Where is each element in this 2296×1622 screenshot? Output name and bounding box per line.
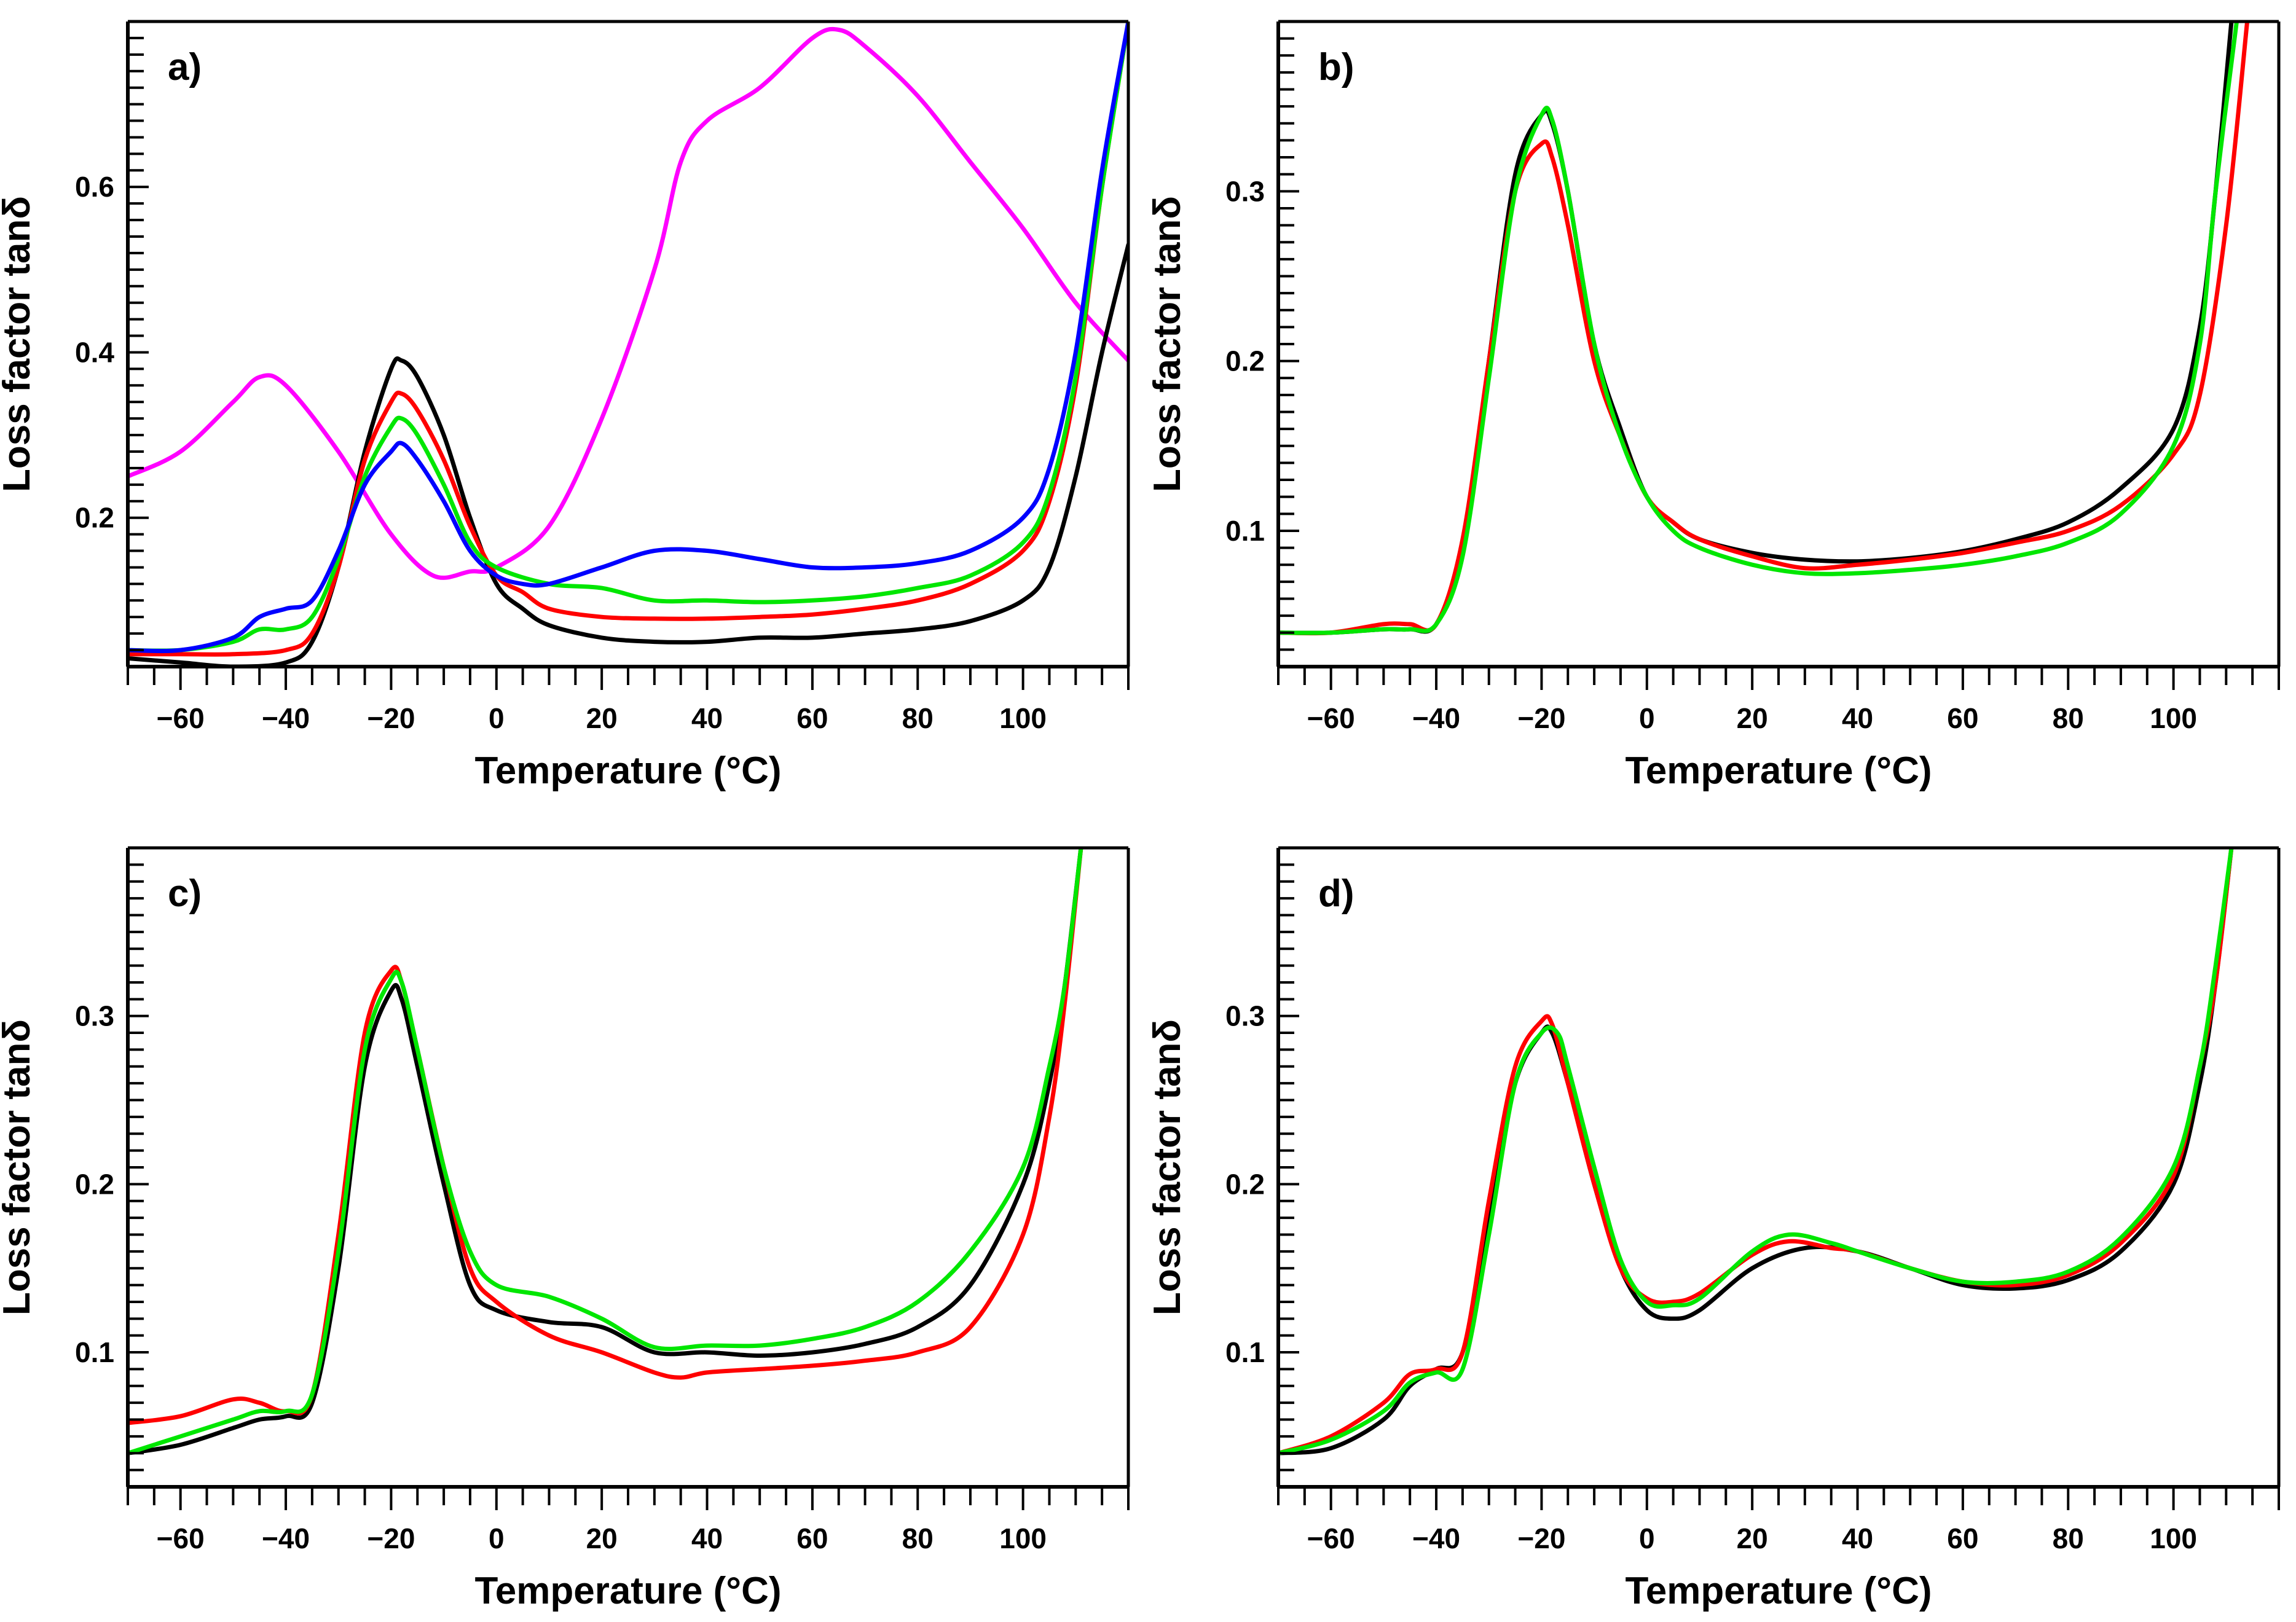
series-line-black [1278, 22, 2234, 635]
x-tick-label: 20 [586, 1522, 618, 1554]
x-tick-label: −60 [1307, 702, 1355, 734]
series-line-black [128, 848, 1083, 1455]
panel-a: −60 −40 −20 0 20 40 60 80 100 0.2 0.4 0.6 Temperatur… [0, 20, 1130, 792]
x-tick-label: 20 [586, 702, 618, 734]
panel-label: c) [168, 872, 202, 915]
x-tick-label: −60 [1307, 1522, 1355, 1554]
series-line-black [128, 243, 1128, 667]
panel-c: −60 −40 −20 0 20 40 60 80 100 0.1 0.2 0.3 Temperatur… [0, 846, 1130, 1612]
panel-label: d) [1318, 872, 1354, 915]
x-tick-label: 20 [1737, 702, 1768, 734]
x-axis-title: Temperature (°C) [1625, 1570, 1932, 1612]
x-tick-label: −40 [262, 702, 310, 734]
x-axis-title: Temperature (°C) [474, 750, 781, 792]
series-group [1278, 848, 2234, 1455]
x-axis-title: Temperature (°C) [1625, 750, 1932, 792]
x-tick-label: 40 [1842, 1522, 1873, 1554]
x-tick-label: 40 [691, 702, 723, 734]
x-tick-label: −20 [1517, 702, 1565, 734]
x-tick-label: 60 [1947, 702, 1978, 734]
x-tick-label: −40 [1412, 702, 1460, 734]
series-group [1278, 22, 2250, 636]
x-tick-label: 60 [796, 1522, 828, 1554]
x-tick-label: 100 [999, 1522, 1047, 1554]
series-line-blue [128, 22, 1128, 654]
x-tick-label: 100 [2150, 1522, 2197, 1554]
y-tick-label: 0.2 [1225, 1168, 1265, 1200]
series-line-green [128, 22, 1128, 653]
series-line-red [128, 22, 1128, 657]
y-tick-label: 0.3 [1225, 175, 1265, 207]
x-tick-label: −60 [157, 1522, 205, 1554]
panel-label: a) [168, 46, 202, 88]
y-axis-title: Loss factor tanδ [0, 196, 38, 492]
panel-d: −60 −40 −20 0 20 40 60 80 100 0.1 0.2 0.3 Temperatur… [1146, 846, 2281, 1612]
y-tick-label: 0.2 [75, 1168, 114, 1200]
x-tick-label: 0 [489, 702, 505, 734]
x-tick-label: −40 [1412, 1522, 1460, 1554]
y-tick-label: 0.2 [1225, 345, 1265, 377]
x-tick-label: −20 [1517, 1522, 1565, 1554]
x-tick-label: 100 [2150, 702, 2197, 734]
panel-b: −60 −40 −20 0 20 40 60 80 100 0.1 0.2 0.3 Temperatur… [1146, 20, 2281, 792]
series-line-magenta [128, 26, 1128, 580]
x-tick-label: 80 [902, 1522, 934, 1554]
x-tick-label: 60 [1947, 1522, 1978, 1554]
x-tick-label: −20 [367, 702, 415, 734]
y-axis-title: Loss factor tanδ [1146, 196, 1189, 492]
y-tick-label: 0.1 [1225, 515, 1265, 547]
series-line-green [128, 848, 1083, 1455]
x-tick-label: 80 [2053, 1522, 2084, 1554]
y-tick-label: 0.3 [1225, 1000, 1265, 1032]
y-tick-label: 0.3 [75, 1000, 114, 1032]
x-tick-label: 0 [1639, 1522, 1655, 1554]
series-line-red [1278, 848, 2234, 1455]
y-tick-label: 0.2 [75, 502, 114, 534]
x-tick-label: −60 [157, 702, 205, 734]
series-line-red [1278, 22, 2250, 636]
x-tick-label: 40 [1842, 702, 1873, 734]
x-tick-label: 100 [999, 702, 1047, 734]
series-line-red [128, 848, 1083, 1425]
y-axis-title: Loss factor tanδ [0, 1019, 38, 1315]
series-line-green [1278, 848, 2234, 1455]
x-tick-label: 0 [1639, 702, 1655, 734]
x-tick-label: 40 [691, 1522, 723, 1554]
panel-label: b) [1318, 46, 1354, 88]
x-tick-label: 0 [489, 1522, 505, 1554]
x-tick-label: 80 [902, 702, 934, 734]
series-line-black [1278, 848, 2234, 1455]
x-tick-label: 80 [2053, 702, 2084, 734]
y-tick-label: 0.1 [1225, 1336, 1265, 1368]
y-tick-label: 0.6 [75, 171, 114, 203]
y-tick-label: 0.1 [75, 1336, 114, 1368]
x-tick-label: −40 [262, 1522, 310, 1554]
x-axis-title: Temperature (°C) [474, 1570, 781, 1612]
y-axis-title: Loss factor tanδ [1146, 1019, 1189, 1315]
y-tick-label: 0.4 [75, 336, 114, 368]
series-group [128, 848, 1083, 1455]
series-line-green [1278, 22, 2239, 635]
series-group [128, 22, 1128, 667]
x-tick-label: −20 [367, 1522, 415, 1554]
x-tick-label: 60 [796, 702, 828, 734]
x-tick-label: 20 [1737, 1522, 1768, 1554]
